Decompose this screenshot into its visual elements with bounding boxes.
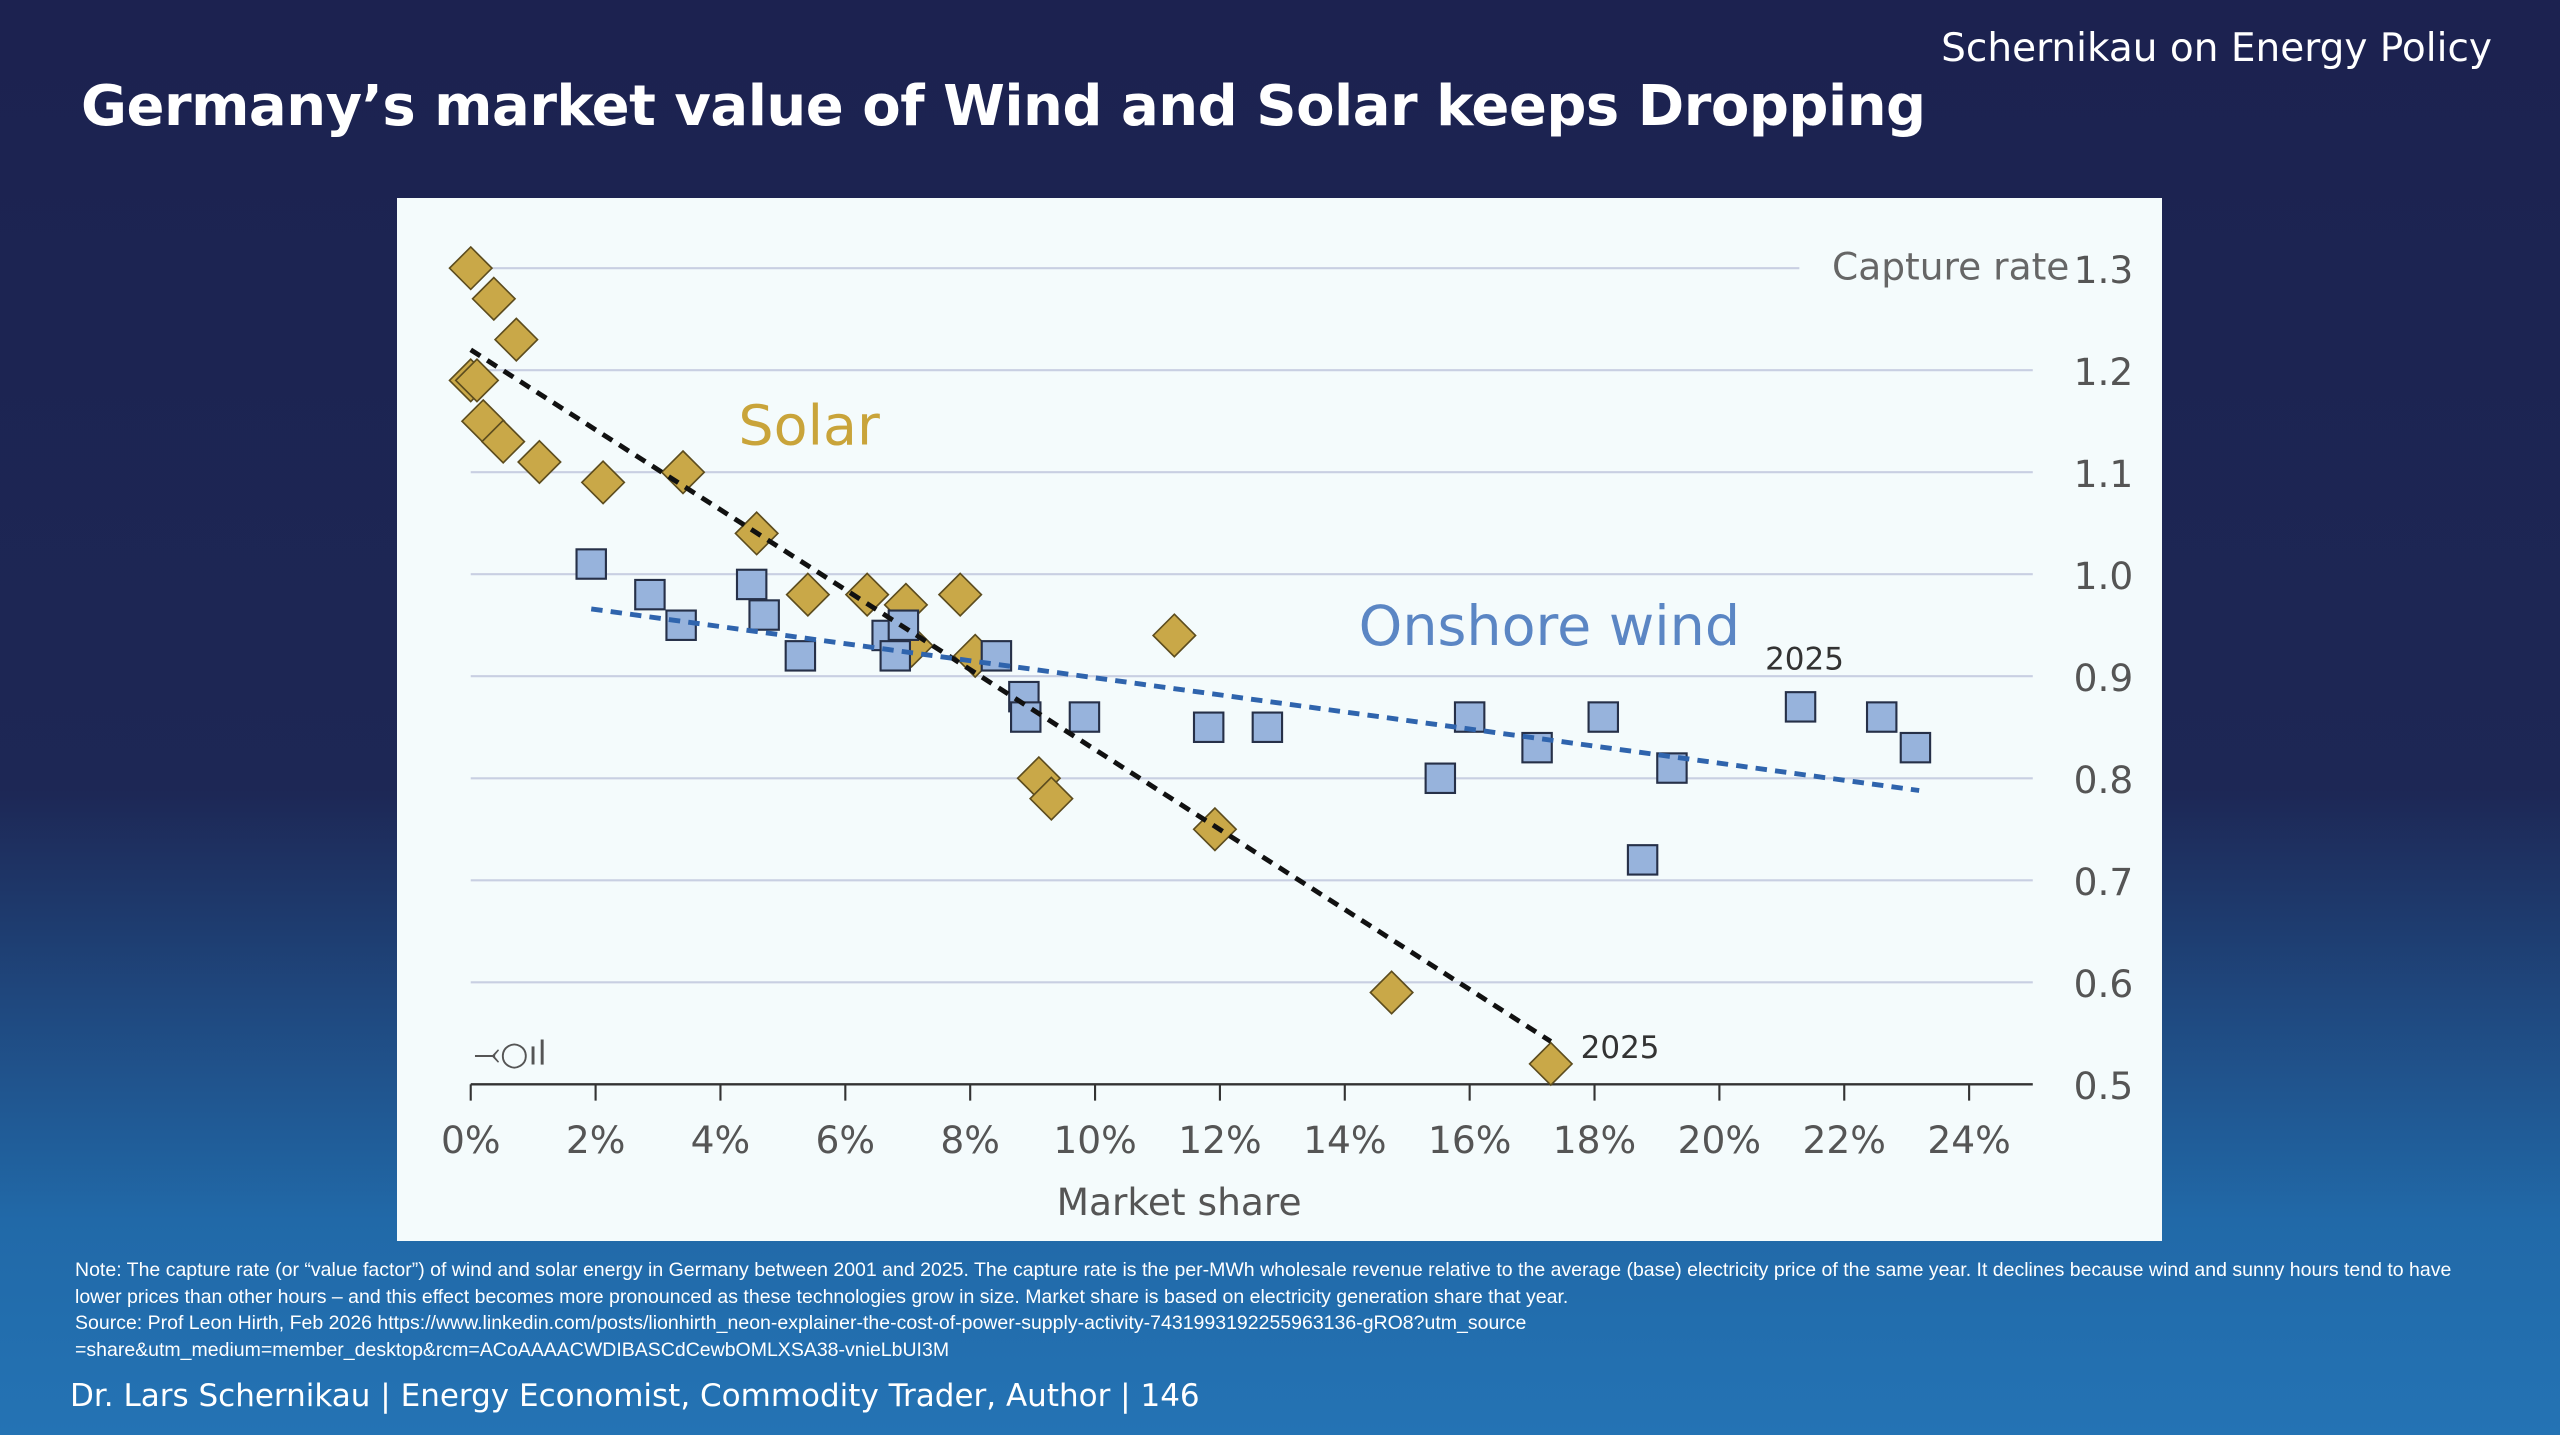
chart-panel: 0.5 0.6 0.7 0.8 0.9 1.0 1.1 1.2 1.3 0% 2% 4% 6% 8% 10%… [397, 198, 2162, 1241]
wind-point [1251, 711, 1284, 744]
wind-point [980, 640, 1013, 672]
wind-trendline [590, 606, 1920, 793]
wind-point [1626, 844, 1659, 876]
solar-point [1151, 613, 1197, 658]
wind-point [1587, 701, 1620, 733]
wind-label-bg [1348, 597, 1728, 660]
solar-point [448, 245, 494, 291]
y-tick-label: 1.1 [2074, 452, 2134, 496]
wind-points [575, 548, 1932, 876]
wind-point [1010, 701, 1042, 733]
y-tick-label: 0.5 [2074, 1064, 2134, 1108]
solar-point [1028, 776, 1074, 822]
wind-point [1068, 701, 1101, 733]
solar-2025-label: 2025 [1581, 1030, 1660, 1066]
x-tick-label: 12% [1178, 1118, 1261, 1162]
solar-point [1369, 970, 1414, 1015]
solar-trendline [469, 347, 1553, 1044]
solar-point [844, 572, 890, 618]
wind-point [879, 640, 912, 672]
solar-point [785, 572, 831, 618]
wind-point [735, 568, 768, 601]
x-tick-label: 14% [1303, 1118, 1386, 1162]
solar-series-label: Solar [738, 393, 880, 458]
x-tick-label: 8% [940, 1118, 1000, 1162]
x-tick-label: 24% [1927, 1118, 2010, 1162]
footer: Dr. Lars Schernikau | Energy Economist, … [70, 1378, 1200, 1414]
solar-point [660, 449, 706, 495]
y-tick-label: 0.6 [2074, 962, 2134, 1006]
x-tick-label: 20% [1678, 1118, 1761, 1162]
solar-point [580, 460, 626, 505]
solar-point [517, 439, 562, 485]
solar-points [448, 245, 1574, 1087]
x-tick-label: 10% [1053, 1118, 1136, 1162]
y-tick-label: 0.7 [2074, 860, 2134, 904]
wind-point [575, 548, 607, 580]
x-tick-label: 18% [1553, 1118, 1636, 1162]
wind-point [1899, 731, 1932, 764]
solar-point [1528, 1041, 1574, 1087]
y-tick-label: 0.9 [2074, 656, 2134, 700]
solar-point [937, 572, 983, 618]
x-tick-label: 16% [1428, 1118, 1511, 1162]
solar-point [471, 276, 517, 322]
x-axis-title: Market share [1057, 1180, 1302, 1224]
x-tick-label: 2% [566, 1118, 626, 1162]
solar-point [454, 358, 500, 403]
ylabel-bg [1799, 245, 2061, 292]
y-tick-label: 0.8 [2074, 758, 2134, 802]
note-description: Note: The capture rate (or “value factor… [75, 1259, 2452, 1308]
y-tick-label: 1.2 [2074, 350, 2134, 394]
wind-point [665, 609, 697, 641]
wind-point [1865, 701, 1898, 733]
wind-point [748, 599, 780, 631]
y-axis-title: Capture rate [1832, 245, 2069, 289]
x-tick-label: 6% [816, 1118, 876, 1162]
solar-point [493, 317, 539, 362]
x-tick-label: 4% [691, 1118, 751, 1162]
page-title: Germany’s market value of Wind and Solar… [81, 74, 1926, 139]
note-text: Note: The capture rate (or “value factor… [75, 1257, 2495, 1363]
wind-series-label: Onshore wind [1359, 594, 1740, 659]
brand-label: Schernikau on Energy Policy [1941, 26, 2492, 71]
wind-point [1424, 762, 1457, 795]
source-logo: ⤙○ıl [474, 1035, 547, 1073]
scatter-chart: 0.5 0.6 0.7 0.8 0.9 1.0 1.1 1.2 1.3 0% 2% 4% 6% 8% 10%… [441, 245, 2134, 1224]
note-source: Source: Prof Leon Hirth, Feb 2026 https:… [75, 1312, 1527, 1361]
wind-2025-label: 2025 [1765, 642, 1844, 678]
y-tick-label: 1.0 [2074, 554, 2134, 598]
wind-point [634, 578, 666, 611]
wind-point [1192, 711, 1225, 744]
wind-point [1784, 691, 1817, 723]
y-tick-label: 1.3 [2074, 248, 2134, 292]
solar-point [480, 419, 526, 464]
x-tick-label: 22% [1803, 1118, 1886, 1162]
x-tick-label: 0% [441, 1118, 501, 1162]
wind-point [784, 640, 817, 672]
